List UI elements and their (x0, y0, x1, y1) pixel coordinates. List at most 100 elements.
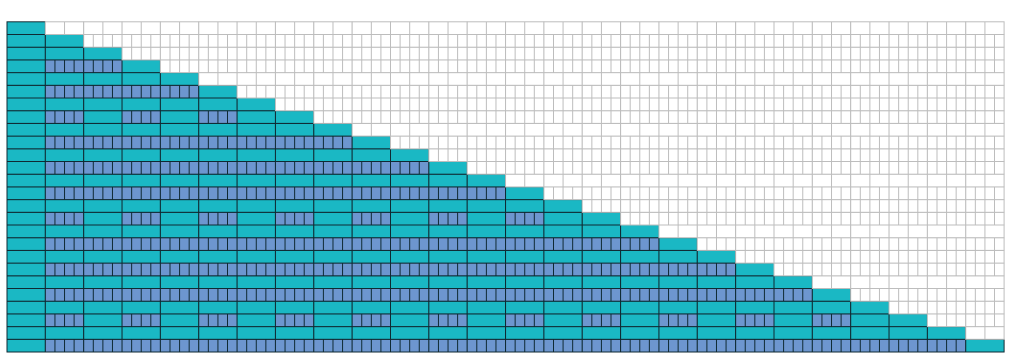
solid-cell (6, 21, 46, 35)
solid-cell (6, 84, 46, 99)
solid-cell (44, 224, 85, 239)
solid-cell (6, 122, 46, 137)
solid-cell (888, 313, 928, 328)
solid-cell (811, 326, 852, 340)
solid-cell (390, 148, 430, 163)
solid-cell (773, 300, 813, 315)
solid-cell (428, 161, 468, 175)
solid-cell (6, 34, 46, 48)
solid-cell (313, 275, 353, 289)
solid-cell (428, 249, 468, 264)
solid-cell (159, 326, 200, 340)
solid-cell (466, 313, 507, 328)
solid-cell (6, 338, 46, 353)
solid-cell (658, 237, 698, 251)
solid-cell (236, 97, 276, 112)
solid-cell (313, 148, 353, 163)
solid-cell (390, 199, 430, 213)
solid-cell (83, 224, 123, 239)
solid-cell (313, 122, 353, 137)
solid-cell (6, 135, 46, 150)
solid-cell (159, 97, 200, 112)
solid-cell (159, 313, 200, 328)
solid-cell (888, 326, 928, 340)
solid-cell (6, 326, 46, 340)
solid-cell (543, 249, 583, 264)
solid-cell (44, 122, 85, 137)
solid-cell (811, 288, 852, 302)
solid-cell (735, 300, 775, 315)
solid-cell (236, 199, 276, 213)
grid-cells (6, 21, 1005, 353)
solid-cell (428, 326, 468, 340)
solid-cell (121, 148, 161, 163)
solid-cell (159, 300, 200, 315)
solid-cell (236, 224, 276, 239)
solid-cell (198, 326, 238, 340)
solid-cell (121, 224, 161, 239)
solid-cell (313, 224, 353, 239)
solid-cell (159, 249, 200, 264)
solid-cell (274, 275, 315, 289)
solid-cell (620, 249, 660, 264)
solid-cell (466, 199, 507, 213)
solid-cell (159, 148, 200, 163)
solid-cell (773, 326, 813, 340)
solid-cell (696, 313, 737, 328)
solid-cell (581, 326, 622, 340)
solid-cell (850, 313, 890, 328)
solid-cell (236, 313, 276, 328)
solid-cell (390, 224, 430, 239)
solid-cell (466, 249, 507, 264)
solid-cell (390, 275, 430, 289)
solid-cell (159, 72, 200, 86)
solid-cell (159, 173, 200, 188)
solid-cell (543, 300, 583, 315)
solid-cell (313, 326, 353, 340)
solid-cell (505, 300, 545, 315)
solid-cell (543, 326, 583, 340)
solid-cell (44, 249, 85, 264)
solid-cell (543, 313, 583, 328)
solid-cell (351, 326, 391, 340)
solid-cell (83, 211, 123, 226)
solid-cell (44, 46, 85, 61)
solid-cell (44, 34, 85, 48)
solid-cell (428, 224, 468, 239)
solid-cell (313, 313, 353, 328)
solid-cell (313, 249, 353, 264)
solid-cell (44, 326, 85, 340)
solid-cell (274, 249, 315, 264)
solid-cell (965, 338, 1005, 353)
solid-cell (83, 122, 123, 137)
solid-cell (351, 224, 391, 239)
solid-cell (274, 148, 315, 163)
solid-cell (351, 199, 391, 213)
solid-cell (198, 249, 238, 264)
solid-cell (274, 122, 315, 137)
solid-cell (198, 224, 238, 239)
solid-cell (466, 300, 507, 315)
solid-cell (773, 313, 813, 328)
solid-cell (773, 275, 813, 289)
solid-cell (811, 300, 852, 315)
solid-cell (83, 148, 123, 163)
solid-cell (159, 275, 200, 289)
solid-cell (198, 275, 238, 289)
solid-cell (121, 59, 161, 74)
solid-cell (696, 326, 737, 340)
solid-cell (6, 237, 46, 251)
solid-cell (6, 46, 46, 61)
solid-cell (390, 326, 430, 340)
solid-cell (735, 326, 775, 340)
solid-cell (428, 275, 468, 289)
solid-cell (83, 199, 123, 213)
solid-cell (696, 300, 737, 315)
solid-cell (696, 275, 737, 289)
solid-cell (198, 84, 238, 99)
solid-cell (505, 249, 545, 264)
solid-cell (44, 72, 85, 86)
solid-cell (466, 211, 507, 226)
